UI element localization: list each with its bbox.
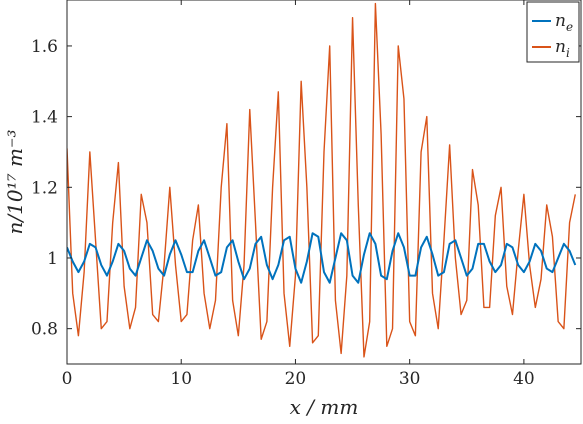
series-layer — [67, 2, 577, 358]
y-tick-label: 0.8 — [31, 320, 58, 340]
x-tick-label: 20 — [285, 369, 307, 389]
legend: ne ni — [526, 1, 580, 63]
x-tick-label: 30 — [399, 369, 421, 389]
legend-box — [526, 1, 580, 63]
y-tick-label: 1 — [47, 249, 58, 269]
y-tick-label: 1.2 — [31, 178, 58, 198]
series-line-n-i — [67, 2, 576, 358]
y-tick-label: 1.6 — [31, 37, 58, 57]
x-tick-label: 0 — [62, 369, 73, 389]
legend-label: ne — [555, 11, 573, 34]
x-tick-label: 40 — [513, 369, 535, 389]
series-line-n-e — [67, 232, 577, 284]
x-axis-label: x / mm — [290, 395, 359, 419]
axes-box — [66, 0, 582, 365]
ticks-layer: 0 10 20 30 40 0.8 1 1.2 1.4 1.6 — [31, 0, 581, 389]
legend-label: ni — [555, 37, 570, 60]
x-tick-label: 10 — [170, 369, 192, 389]
y-tick-label: 1.4 — [31, 108, 58, 128]
y-axis-label: n/10¹⁷ m⁻³ — [3, 130, 27, 235]
